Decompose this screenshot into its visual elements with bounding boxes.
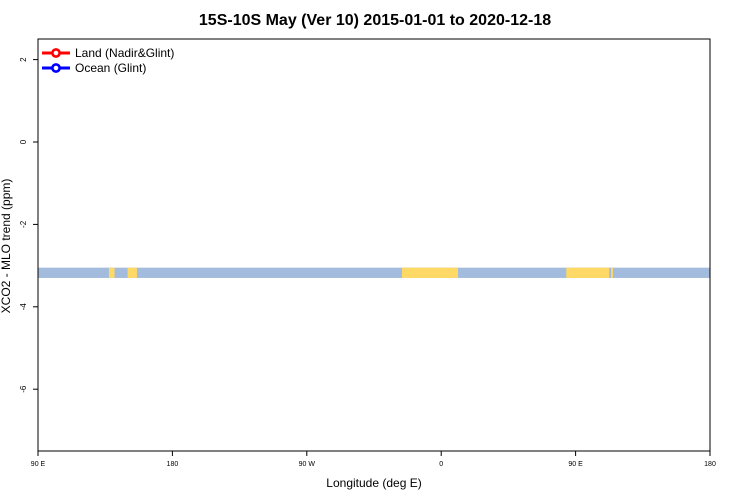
x-axis: 90 E 180 90 W 0 90 E 180 [31,451,716,468]
x-tick-label: 90 E [31,461,46,468]
legend-entry-label: Ocean (Glint) [75,61,146,75]
x-tick-label: 180 [704,461,716,468]
land-segment [611,267,613,278]
land-segment [566,267,610,278]
legend: Land (Nadir&Glint)Ocean (Glint) [42,46,174,75]
y-tick-label: -6 [19,385,28,393]
land-mask-band [38,267,710,278]
y-axis-label: XCO2 - MLO trend (ppm) [0,179,13,314]
x-tick-label: 90 E [568,461,583,468]
chart-title: 15S-10S May (Ver 10) 2015-01-01 to 2020-… [199,12,551,29]
legend-swatch-marker [51,48,61,58]
y-tick-label: 0 [19,139,28,144]
y-tick-label: -2 [19,220,28,228]
legend-entry-label: Land (Nadir&Glint) [75,46,174,60]
x-tick-label: 90 W [299,461,316,468]
land-segment [402,267,458,278]
land-segment [108,267,115,278]
ocean-band [38,267,710,278]
y-tick-label: 2 [19,57,28,62]
y-tick-label: -4 [19,303,28,311]
legend-swatch-marker [51,63,61,73]
y-axis: 2 0 -2 -4 -6 [19,57,38,393]
x-axis-label: Longitude (deg E) [326,476,421,490]
x-tick-label: 0 [439,461,443,468]
x-tick-label: 180 [167,461,179,468]
plot-frame [37,38,711,452]
land-segment [127,267,137,278]
